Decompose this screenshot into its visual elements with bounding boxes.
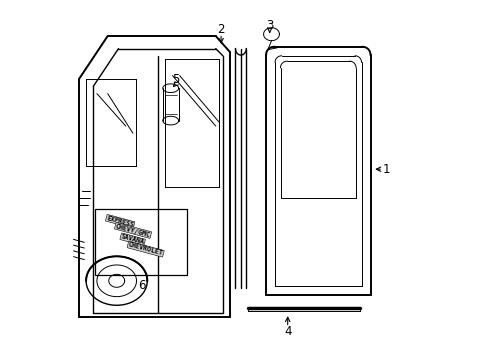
Text: CHEVROLET: CHEVROLET [127, 242, 163, 257]
Text: 3: 3 [265, 19, 273, 32]
Text: EXPRESS: EXPRESS [106, 215, 134, 228]
Text: 4: 4 [284, 325, 291, 338]
Text: 5: 5 [172, 73, 180, 86]
Text: SAVANA: SAVANA [120, 233, 145, 246]
Text: 1: 1 [382, 163, 389, 176]
Text: 6: 6 [138, 279, 145, 292]
Bar [95, 209, 186, 275]
Text: CHEVY/GMC: CHEVY/GMC [115, 223, 151, 238]
Text: 2: 2 [217, 23, 224, 36]
